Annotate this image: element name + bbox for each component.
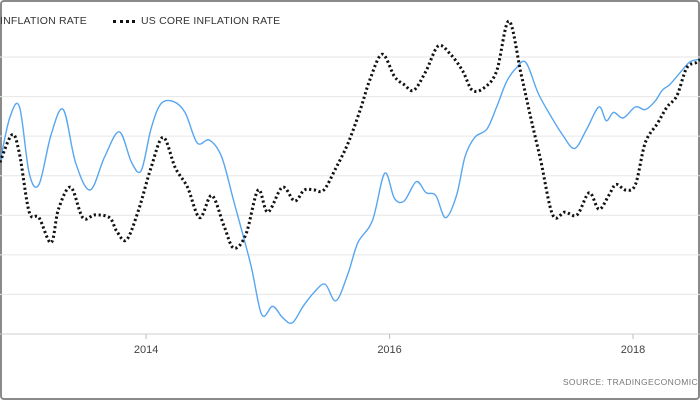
x-tick-label-2016: 2016 <box>377 344 401 356</box>
legend-item-core-inflation-rate[interactable]: US CORE INFLATION RATE <box>113 15 280 27</box>
source-note: SOURCE: TRADINGECONOMIC <box>562 377 698 387</box>
x-tick-label-2014: 2014 <box>134 344 158 356</box>
series-line-core-inflation-rate <box>0 19 700 250</box>
legend-label-inflation-rate: INFLATION RATE <box>0 15 87 27</box>
grid-lines <box>0 56 700 335</box>
x-tick-label-2018: 2018 <box>621 344 645 356</box>
legend-item-inflation-rate[interactable]: INFLATION RATE <box>0 15 87 27</box>
chart-legend: INFLATION RATE US CORE INFLATION RATE <box>0 13 280 29</box>
series-line-inflation-rate <box>0 58 700 325</box>
x-axis-ticks: 2014 2016 2018 <box>134 334 645 356</box>
series-layer <box>0 19 700 325</box>
legend-label-core-inflation-rate: US CORE INFLATION RATE <box>141 15 281 27</box>
legend-swatch-dotted <box>113 19 135 23</box>
